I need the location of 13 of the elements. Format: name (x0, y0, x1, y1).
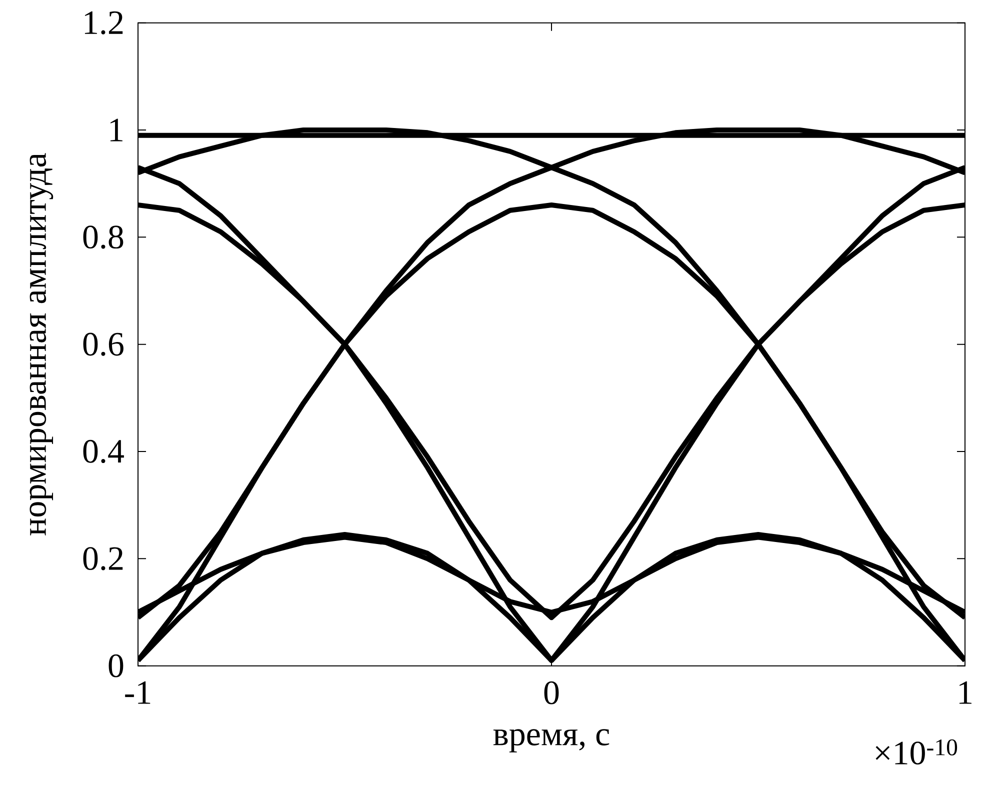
x-tick-label: 1 (959, 681, 972, 704)
y-tick-label: 1.2 (84, 11, 123, 34)
y-tick-label: 0.8 (83, 226, 124, 249)
y-tick-label: 1 (110, 118, 122, 142)
x-axis-title: время, с (493, 729, 610, 753)
y-tick-label: 0.4 (83, 440, 124, 464)
y-tick-label: 0 (108, 654, 124, 678)
y-tick-label: 0.6 (83, 332, 124, 356)
x-tick-label: 0 (544, 681, 559, 704)
y-axis-title: нормированная амплитуда (30, 153, 54, 536)
y-tick-label: 0.2 (83, 547, 123, 570)
text: ×10$^{-10}$ (876, 739, 958, 765)
x-tick-label: -1 (125, 681, 150, 704)
